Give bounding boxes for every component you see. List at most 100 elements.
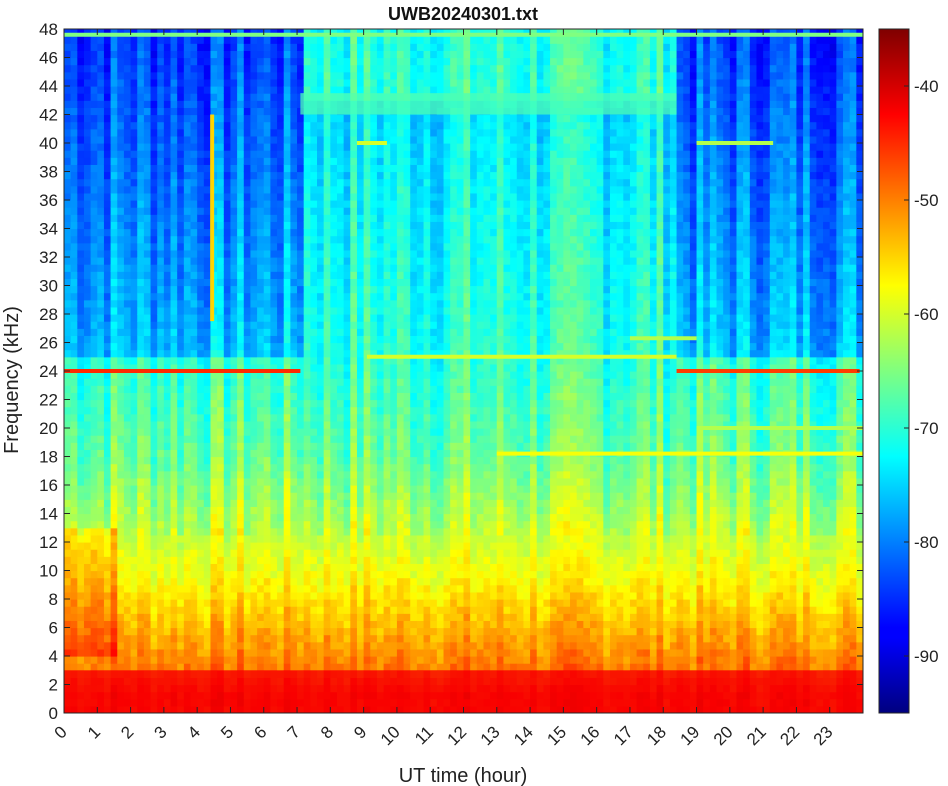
heatmap-cell [217,663,225,671]
heatmap-cell [223,641,232,650]
heatmap-cell [390,285,398,294]
heatmap-cell [77,314,85,322]
heatmap-cell [203,93,212,101]
heatmap-cell [250,577,258,586]
heatmap-cell [250,463,258,472]
heatmap-cell [170,271,178,279]
heatmap-cell [257,86,265,94]
heatmap-cell [203,428,212,436]
heatmap-cell [336,420,345,429]
heatmap-cell [350,71,358,80]
heatmap-cell [297,178,305,187]
heatmap-cell [290,663,298,671]
heatmap-cell [390,64,398,73]
heatmap-cell [103,549,112,557]
heatmap-cell [290,192,298,201]
heatmap-cell [363,356,371,365]
heatmap-cell [217,656,225,664]
heatmap-cell [283,207,291,215]
heatmap-cell [356,363,365,372]
heatmap-cell [123,563,132,572]
heatmap-cell [70,292,78,301]
heatmap-cell [110,663,118,671]
heatmap-cell [336,620,345,629]
heatmap-cell [217,78,225,87]
heatmap-cell [310,50,318,59]
heatmap-cell [70,428,78,436]
heatmap-cell [283,164,291,173]
heatmap-cell [336,485,345,493]
heatmap-cell [237,178,245,187]
heatmap-cell [137,620,145,629]
heatmap-cell [137,420,145,429]
heatmap-cell [376,306,385,315]
heatmap-cell [230,506,238,515]
heatmap-cell [77,627,85,636]
heatmap-cell [297,371,305,379]
heatmap-cell [403,420,411,429]
heatmap-cell [363,271,371,279]
heatmap-cell [170,264,178,272]
heatmap-cell [203,656,212,664]
heatmap-cell [203,385,212,393]
heatmap-cell [363,599,371,607]
heatmap-cell [370,442,378,450]
heatmap-cell [343,399,351,408]
heatmap-cell [203,363,212,372]
heatmap-cell [376,399,385,408]
heatmap-cell [370,292,378,301]
heatmap-cell [117,627,125,636]
heatmap-cell [64,456,72,465]
heatmap-cell [183,192,192,201]
heatmap-cell [150,57,158,66]
heatmap-cell [163,349,172,358]
heatmap-cell [117,620,125,629]
heatmap-cell [190,114,198,123]
heatmap-cell [330,86,338,94]
heatmap-cell [157,157,165,165]
heatmap-cell [370,285,378,294]
heatmap-cell [70,306,78,315]
heatmap-cell [237,57,245,66]
heatmap-cell [157,306,165,315]
heatmap-cell [170,513,178,522]
heatmap-cell [143,563,152,572]
heatmap-cell [64,371,72,379]
heatmap-cell [143,278,152,287]
heatmap-cell [376,570,385,579]
heatmap-cell [150,164,158,173]
heatmap-cell [217,627,225,636]
heatmap-cell [150,178,158,187]
heatmap-cell [163,363,172,372]
heatmap-cell [257,93,265,101]
heatmap-cell [170,520,178,529]
heatmap-cell [130,71,138,80]
heatmap-cell [110,271,118,279]
heatmap-cell [210,392,218,401]
heatmap-cell [137,356,145,365]
heatmap-cell [223,534,232,543]
heatmap-cell [83,563,92,572]
heatmap-cell [157,78,165,87]
heatmap-cell [190,613,198,621]
heatmap-cell [130,107,138,116]
heatmap-cell [403,556,411,564]
heatmap-cell [336,306,345,315]
heatmap-cell [263,435,272,443]
heatmap-cell [390,221,398,230]
heatmap-cell [90,392,98,401]
heatmap-cell [137,128,145,137]
heatmap-cell [310,57,318,66]
heatmap-cell [203,463,212,472]
heatmap-cell [356,342,365,351]
heatmap-cell [356,477,365,486]
heatmap-cell [237,192,245,201]
heatmap-cell [157,463,165,472]
heatmap-cell [163,114,172,123]
heatmap-cell [163,513,172,522]
heatmap-cell [130,527,138,536]
heatmap-cell [110,591,118,600]
heatmap-cell [137,214,145,222]
heatmap-cell [190,392,198,401]
heatmap-cell [217,342,225,351]
